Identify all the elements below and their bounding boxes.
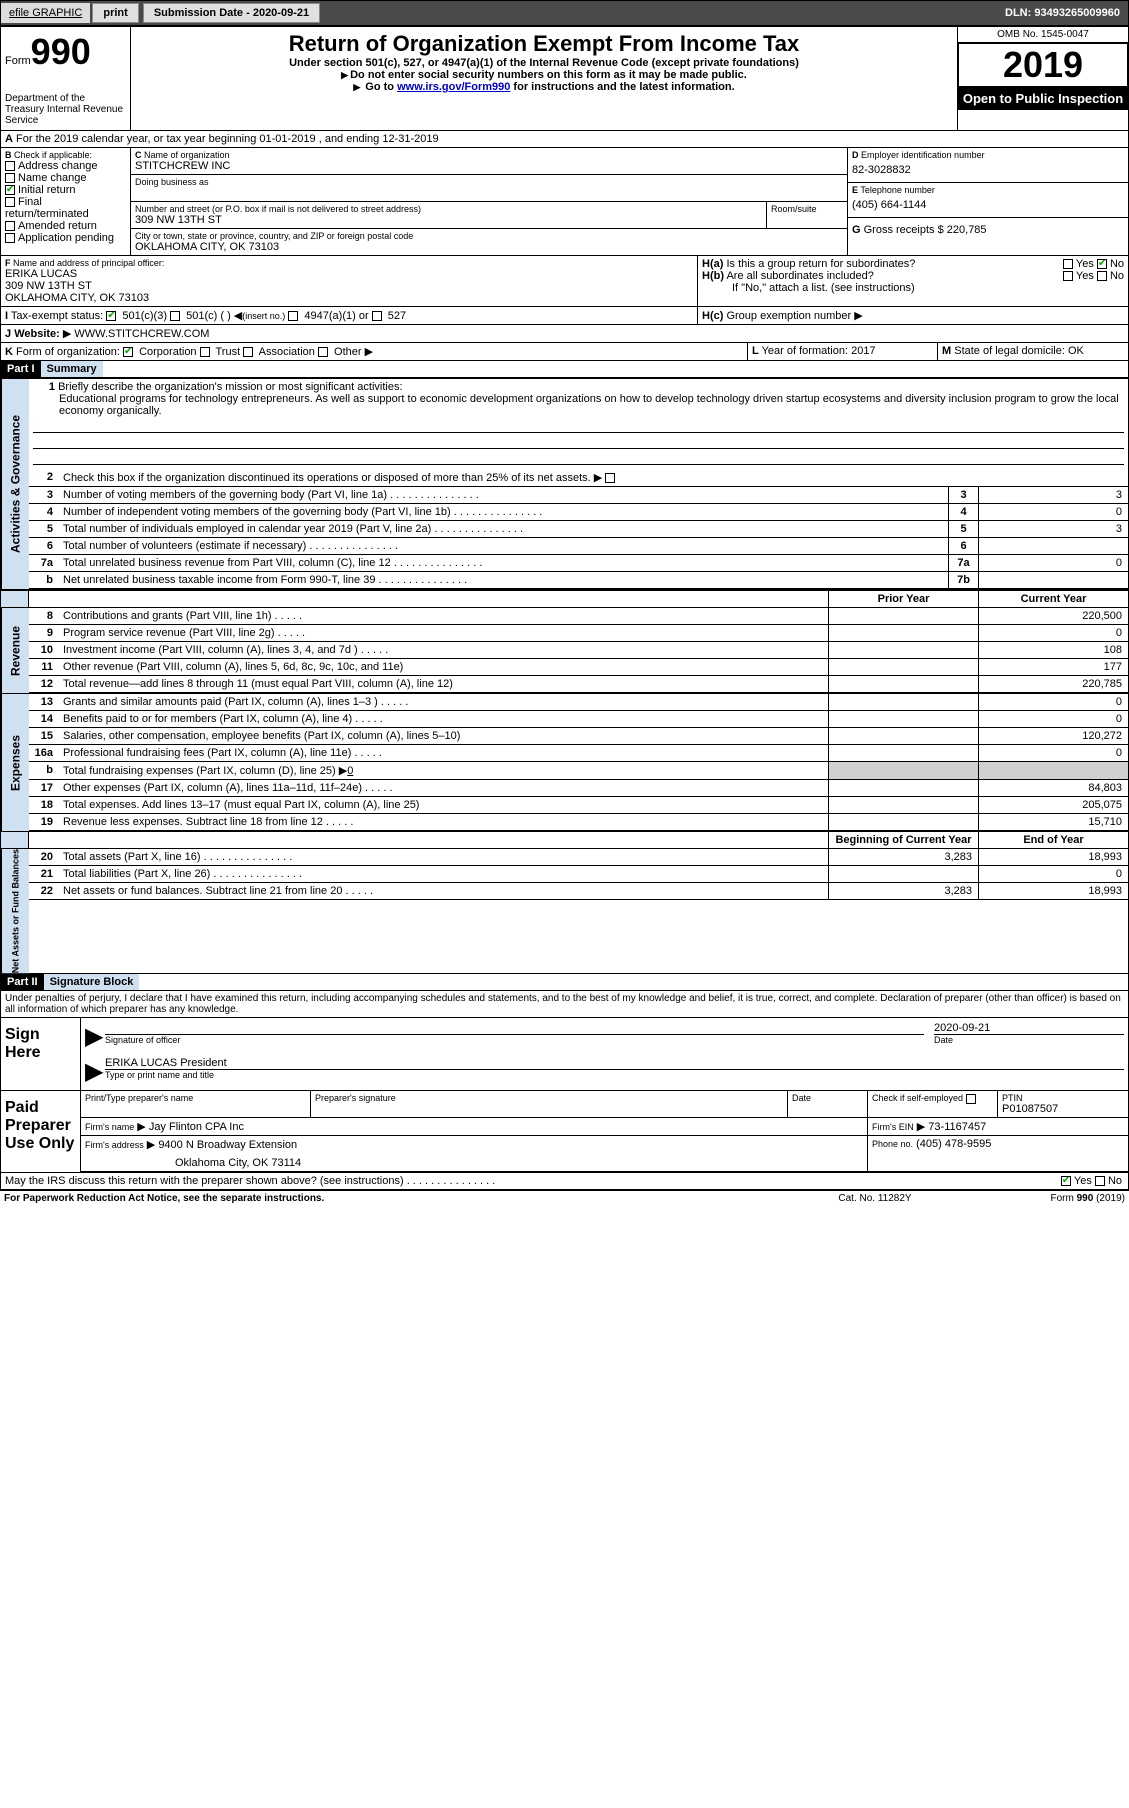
section-k-l-m: K Form of organization: Corporation Trus… xyxy=(1,343,1128,361)
part1-header: Part ISummary xyxy=(1,361,1128,379)
form-header: Form990 Department of the Treasury Inter… xyxy=(1,27,1128,131)
net-assets-section: Net Assets or Fund Balances 20Total asse… xyxy=(1,849,1128,974)
irs-link[interactable]: www.irs.gov/Form990 xyxy=(397,81,510,93)
activities-section: Activities & Governance 1 Briefly descri… xyxy=(1,379,1128,590)
page-footer: For Paperwork Reduction Act Notice, see … xyxy=(0,1191,1129,1206)
officer-name: ERIKA LUCAS President xyxy=(105,1057,1124,1070)
perjury-statement: Under penalties of perjury, I declare th… xyxy=(1,991,1128,1018)
col-headers-1: Prior Year Current Year xyxy=(1,590,1128,608)
paid-preparer-section: Paid Preparer Use Only Print/Type prepar… xyxy=(1,1091,1128,1173)
mission-text: Educational programs for technology entr… xyxy=(33,393,1124,417)
sign-here-section: Sign Here ▶ Signature of officer 2020-09… xyxy=(1,1018,1128,1091)
form-label: Form xyxy=(5,55,31,67)
form-container: Form990 Department of the Treasury Inter… xyxy=(0,26,1129,1191)
efile-link[interactable]: efile GRAPHIC xyxy=(1,3,90,23)
subtitle-2: Do not enter social security numbers on … xyxy=(135,69,953,81)
form-number: 990 xyxy=(31,31,91,72)
part2-header: Part IISignature Block xyxy=(1,974,1128,991)
print-button[interactable]: print xyxy=(92,3,138,23)
form-title: Return of Organization Exempt From Incom… xyxy=(135,31,953,57)
revenue-section: Revenue 8Contributions and grants (Part … xyxy=(1,608,1128,694)
gross-receipts: 220,785 xyxy=(947,224,987,236)
dln: DLN: 93493265009960 xyxy=(997,3,1128,23)
irs-discuss: May the IRS discuss this return with the… xyxy=(1,1173,1128,1190)
subtitle-3: Go to www.irs.gov/Form990 for instructio… xyxy=(135,81,953,93)
section-b-through-g: B Check if applicable: Address change Na… xyxy=(1,148,1128,256)
tax-year: 2019 xyxy=(958,43,1128,87)
expenses-section: Expenses 13Grants and similar amounts pa… xyxy=(1,694,1128,832)
omb: OMB No. 1545-0047 xyxy=(958,27,1128,43)
topbar: efile GRAPHIC print Submission Date - 20… xyxy=(0,0,1129,26)
dept-treasury: Department of the Treasury Internal Reve… xyxy=(5,93,126,126)
submission-date-button[interactable]: Submission Date - 2020-09-21 xyxy=(143,3,320,23)
website[interactable]: WWW.STITCHCREW.COM xyxy=(74,328,209,340)
ein: 82-3028832 xyxy=(852,160,1124,180)
line-a: A For the 2019 calendar year, or tax yea… xyxy=(1,131,1128,148)
phone: (405) 664-1144 xyxy=(852,195,1124,215)
open-public: Open to Public Inspection xyxy=(958,87,1128,110)
section-f-h: F Name and address of principal officer:… xyxy=(1,256,1128,307)
section-i: I Tax-exempt status: 501(c)(3) 501(c) ( … xyxy=(1,307,1128,325)
org-city: OKLAHOMA CITY, OK 73103 xyxy=(135,241,843,253)
subtitle-1: Under section 501(c), 527, or 4947(a)(1)… xyxy=(135,57,953,69)
org-name: STITCHCREW INC xyxy=(135,160,843,172)
section-j: J Website: ▶ WWW.STITCHCREW.COM xyxy=(1,325,1128,343)
org-address: 309 NW 13TH ST xyxy=(135,214,762,226)
col-headers-2: Beginning of Current Year End of Year xyxy=(1,832,1128,849)
